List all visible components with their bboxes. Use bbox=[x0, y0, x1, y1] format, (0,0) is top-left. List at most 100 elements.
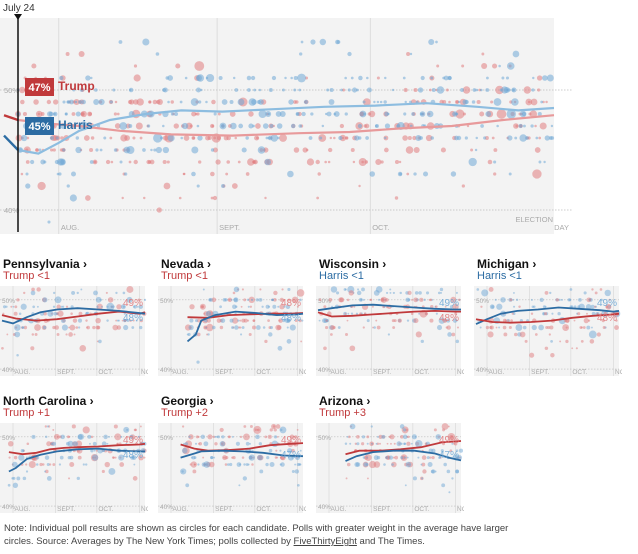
state-y-tick-label: 40% bbox=[476, 367, 489, 374]
poll-dot bbox=[295, 111, 300, 117]
poll-dot bbox=[490, 100, 494, 104]
state-title[interactable]: Michigan › bbox=[477, 257, 537, 271]
poll-dot bbox=[420, 339, 424, 344]
poll-dot bbox=[492, 63, 498, 69]
poll-dot bbox=[175, 63, 181, 69]
poll-dot bbox=[108, 435, 110, 438]
poll-dot bbox=[219, 441, 226, 447]
poll-dot bbox=[26, 442, 30, 446]
poll-dot bbox=[428, 448, 433, 453]
poll-dot bbox=[546, 74, 554, 82]
poll-dot bbox=[539, 122, 547, 130]
poll-dot bbox=[602, 326, 606, 330]
poll-dot bbox=[111, 456, 115, 459]
poll-dot bbox=[496, 303, 503, 310]
poll-dot bbox=[506, 109, 516, 119]
state-panel-north-carolina[interactable]: North Carolina › Trump +1 AUG. SEPT. OCT. N… bbox=[0, 394, 148, 522]
poll-dot bbox=[133, 64, 138, 68]
state-title[interactable]: Arizona › bbox=[319, 394, 371, 408]
poll-dot bbox=[544, 291, 549, 295]
poll-dot bbox=[139, 425, 142, 428]
poll-dot bbox=[376, 76, 380, 80]
poll-dot bbox=[285, 304, 291, 310]
poll-dot bbox=[324, 325, 329, 330]
poll-dot bbox=[335, 39, 340, 45]
poll-dot bbox=[230, 298, 233, 301]
main-grid bbox=[0, 18, 572, 234]
poll-dot bbox=[205, 100, 208, 104]
state-panel-wisconsin[interactable]: Wisconsin › Harris <1 AUG. SEPT. OCT. NOV. 5… bbox=[316, 257, 464, 385]
poll-dot bbox=[409, 100, 412, 104]
poll-dot bbox=[557, 312, 561, 316]
poll-dot bbox=[415, 134, 422, 142]
poll-dot bbox=[363, 462, 368, 467]
state-panel-arizona[interactable]: Arizona › Trump +3 AUG. SEPT. OCT. NOV. 50% 4… bbox=[316, 394, 464, 522]
harris-average-line bbox=[180, 449, 304, 459]
poll-dot bbox=[257, 454, 263, 461]
poll-dot bbox=[219, 325, 224, 330]
poll-dot bbox=[368, 110, 376, 118]
poll-dot bbox=[133, 428, 137, 432]
poll-dot bbox=[203, 441, 209, 447]
poll-dot bbox=[80, 110, 87, 118]
poll-dot bbox=[404, 100, 407, 104]
poll-dot bbox=[196, 184, 200, 188]
poll-dot bbox=[402, 434, 408, 440]
poll-dot bbox=[391, 463, 394, 466]
state-title[interactable]: Wisconsin › bbox=[319, 257, 387, 271]
poll-dot bbox=[149, 159, 155, 165]
state-panel-georgia[interactable]: Georgia › Trump +2 AUG. SEPT. OCT. NOV. 50% 4… bbox=[158, 394, 306, 522]
poll-dot bbox=[137, 435, 140, 438]
poll-dot bbox=[195, 435, 199, 439]
state-title[interactable]: Pennsylvania › bbox=[3, 257, 88, 271]
poll-dot bbox=[44, 435, 48, 439]
poll-dot bbox=[30, 290, 36, 296]
poll-dot bbox=[436, 64, 440, 68]
poll-dot bbox=[275, 449, 278, 452]
poll-dot bbox=[356, 88, 359, 92]
poll-dot bbox=[451, 442, 454, 445]
state-title[interactable]: Georgia › bbox=[161, 394, 214, 408]
poll-dot bbox=[68, 326, 70, 329]
poll-dot bbox=[162, 159, 167, 165]
poll-dot bbox=[480, 305, 483, 308]
poll-dot bbox=[252, 325, 257, 330]
poll-dot bbox=[277, 345, 283, 351]
poll-dot bbox=[364, 160, 369, 164]
fivethirtyeight-link[interactable]: FiveThirtyEight bbox=[293, 536, 357, 547]
poll-dot bbox=[153, 148, 157, 152]
poll-dot bbox=[518, 305, 521, 309]
poll-dot bbox=[406, 456, 409, 459]
poll-dot bbox=[345, 477, 348, 480]
state-panel-michigan[interactable]: Michigan › Harris <1 AUG. SEPT. OCT. NOV. 50… bbox=[474, 257, 622, 385]
poll-dot bbox=[258, 442, 262, 446]
state-panel-pennsylvania[interactable]: Pennsylvania › Trump <1 AUG. SEPT. OCT. NOV… bbox=[0, 257, 148, 385]
poll-dot bbox=[196, 318, 201, 323]
poll-dot bbox=[389, 434, 395, 440]
poll-dot bbox=[434, 470, 437, 473]
poll-dot bbox=[258, 88, 262, 92]
poll-dot bbox=[449, 449, 453, 453]
poll-dot bbox=[54, 296, 62, 304]
poll-dot bbox=[65, 305, 69, 308]
poll-dot bbox=[87, 434, 92, 439]
poll-dot bbox=[289, 434, 295, 440]
poll-dot bbox=[160, 136, 164, 140]
poll-dot bbox=[243, 425, 247, 428]
harris-average-line bbox=[17, 102, 555, 155]
poll-dot bbox=[284, 76, 287, 80]
poll-dot bbox=[32, 305, 36, 309]
poll-dot bbox=[339, 297, 345, 303]
poll-dot bbox=[121, 196, 124, 200]
poll-dot bbox=[446, 318, 451, 323]
poll-dot bbox=[604, 289, 611, 297]
state-title[interactable]: North Carolina › bbox=[3, 394, 94, 408]
poll-dot bbox=[189, 463, 192, 466]
state-panel-nevada[interactable]: Nevada › Trump <1 AUG. SEPT. OCT. NOV. 50% 40… bbox=[158, 257, 306, 385]
poll-dot bbox=[82, 426, 90, 434]
poll-dot bbox=[198, 442, 200, 445]
state-title[interactable]: Nevada › bbox=[161, 257, 212, 271]
poll-dot bbox=[396, 124, 400, 128]
poll-dot bbox=[510, 319, 513, 322]
poll-dot bbox=[60, 305, 63, 308]
